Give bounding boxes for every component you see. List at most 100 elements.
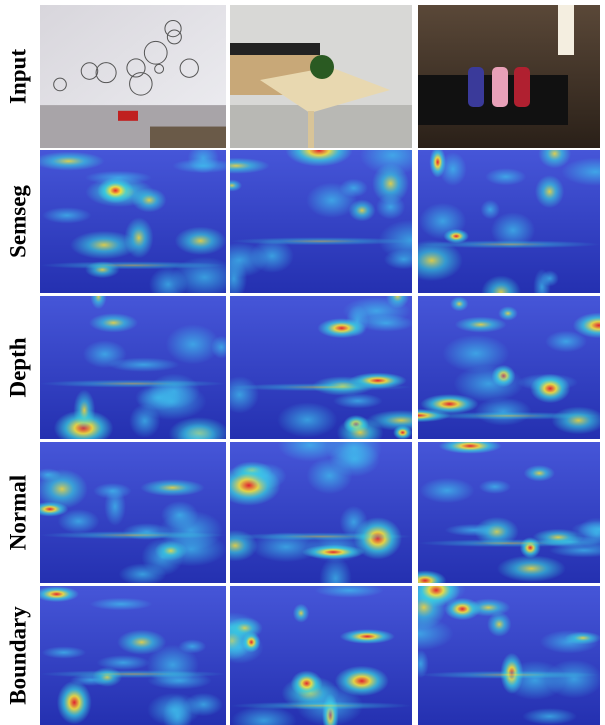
heat-blob — [89, 313, 138, 332]
heat-blob — [530, 374, 570, 403]
socket — [118, 111, 138, 121]
heat-blob — [439, 438, 502, 454]
heat-blob — [97, 178, 133, 204]
heat-blob — [119, 563, 167, 585]
heat-blob — [31, 502, 68, 517]
heat-blob — [455, 317, 507, 333]
image — [418, 5, 600, 148]
heat-blob — [467, 599, 511, 617]
row-label: Depth — [5, 337, 30, 397]
plant — [310, 55, 334, 79]
heat-blob — [293, 604, 309, 623]
toy — [514, 67, 530, 107]
floor — [230, 105, 412, 148]
heat-blob — [524, 465, 555, 482]
toy — [468, 67, 484, 107]
heat-blob — [166, 324, 220, 364]
image — [213, 427, 412, 601]
heat-band — [418, 671, 600, 679]
heat-band — [230, 237, 412, 245]
heat-blob — [340, 629, 395, 644]
heat-blob — [498, 306, 518, 321]
image — [202, 134, 443, 300]
image-cell — [202, 134, 443, 300]
image — [404, 438, 605, 591]
heat-blob — [90, 598, 153, 611]
heat-blob — [485, 168, 526, 185]
heat-blob — [33, 152, 105, 171]
heat-blob — [420, 478, 475, 503]
heat-blob — [535, 175, 564, 208]
row-label: Boundary — [5, 606, 30, 705]
image — [230, 5, 412, 148]
image — [34, 586, 226, 725]
image-cell — [213, 427, 412, 601]
image — [33, 143, 238, 301]
heat-blob — [291, 670, 323, 696]
heat-blob — [420, 394, 478, 414]
heat-blob — [348, 199, 375, 221]
heat-blob — [442, 335, 509, 372]
heat-blob — [545, 331, 587, 353]
image-cell — [33, 143, 238, 301]
heat-blob — [376, 194, 405, 219]
image-cell — [40, 284, 232, 451]
heat-band — [418, 412, 600, 420]
heat-blob — [277, 402, 337, 437]
image — [220, 284, 436, 448]
image-cell — [202, 583, 412, 725]
heat-blob — [481, 200, 500, 219]
row-label: Semseg — [5, 185, 30, 258]
heat-band — [40, 261, 226, 269]
heat-blob — [545, 660, 603, 699]
heat-blob — [73, 390, 95, 431]
image — [31, 442, 226, 585]
figure: InputSemsegDepthNormalBoundary — [0, 0, 605, 725]
heat-blob — [83, 340, 127, 368]
heat-blob — [42, 646, 86, 658]
image — [202, 583, 412, 725]
heat-blob — [450, 296, 468, 311]
heat-blob — [242, 632, 261, 653]
heat-blob — [358, 315, 414, 332]
image-cell — [34, 586, 226, 725]
heat-band — [230, 383, 412, 391]
desk — [150, 127, 226, 148]
image — [40, 5, 226, 148]
image-cell — [31, 442, 226, 585]
image-cell — [40, 5, 226, 148]
table-leg — [308, 111, 314, 148]
heat-band — [418, 539, 600, 547]
image — [386, 296, 605, 439]
image-cell — [384, 573, 603, 725]
heat-blob — [140, 479, 204, 496]
image-grid — [31, 5, 605, 725]
heat-blob — [175, 227, 227, 256]
heat-blob — [439, 152, 466, 186]
heat-blob — [541, 270, 559, 286]
heat-blob — [34, 586, 79, 602]
row-label: Normal — [5, 475, 30, 550]
heat-blob — [104, 487, 126, 526]
heat-blob — [57, 681, 92, 725]
heat-blob — [132, 188, 167, 213]
heat-band — [230, 532, 412, 540]
lamp — [558, 5, 574, 55]
toy — [492, 67, 508, 107]
heat-blob — [315, 583, 384, 598]
image — [40, 284, 232, 451]
heat-band — [40, 380, 226, 388]
heat-band — [40, 531, 226, 539]
heat-band — [40, 670, 226, 678]
image-cell — [230, 5, 412, 148]
heat-blob — [42, 207, 91, 223]
heat-blob — [129, 404, 160, 438]
image — [384, 573, 603, 725]
heat-blob — [154, 541, 187, 561]
image-cell — [418, 5, 600, 148]
heat-blob — [246, 463, 287, 489]
heat-blob — [564, 632, 601, 645]
image — [401, 139, 605, 309]
image-cell — [404, 438, 605, 591]
heat-blob — [335, 666, 389, 697]
